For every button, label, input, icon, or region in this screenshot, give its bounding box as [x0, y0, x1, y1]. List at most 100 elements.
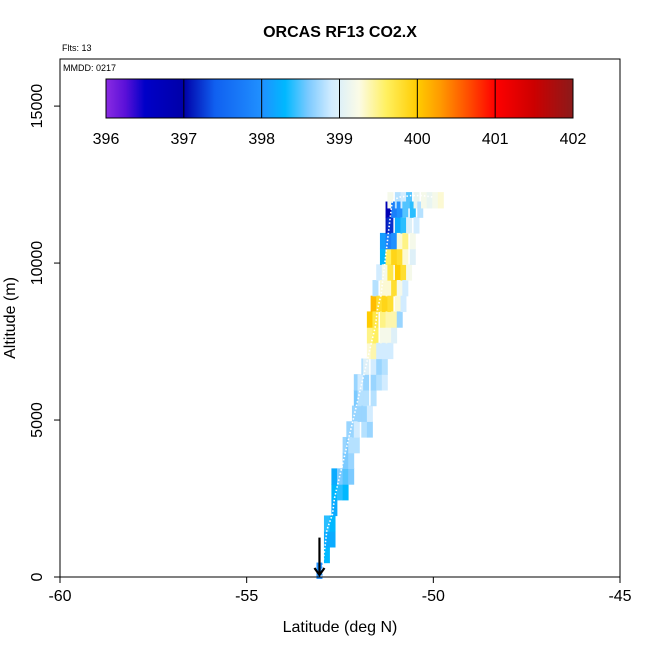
heatmap-cell [376, 358, 383, 375]
heatmap-cell [387, 217, 394, 234]
heatmap-cell [342, 436, 349, 454]
heatmap-cell [372, 327, 379, 344]
heatmap-cell [337, 484, 343, 501]
y-tick-label: 15000 [29, 84, 46, 129]
heatmap-cell [400, 192, 407, 209]
heatmap-cell [376, 295, 383, 313]
heatmap-cell [329, 515, 336, 532]
heatmap-cell [387, 264, 394, 281]
heatmap-cell [402, 280, 409, 297]
heatmap-cell [376, 264, 383, 281]
heatmap-cell [417, 201, 424, 218]
heatmap-cell [329, 531, 336, 548]
heatmap-cell [331, 484, 338, 501]
heatmap-cell [381, 374, 388, 391]
heatmap-cell [381, 358, 388, 375]
heatmap-cell [370, 389, 377, 407]
heatmap-cell [370, 374, 377, 391]
heatmap-cell [391, 280, 398, 297]
colorbar-ticks: 396 397 398 399 400 401 402 [93, 79, 586, 148]
heatmap-cell [331, 468, 338, 485]
heatmap-cell [366, 421, 373, 438]
heatmap-cell [342, 468, 349, 485]
heatmap-cell [413, 217, 420, 234]
heatmap-cell [396, 201, 403, 218]
heatmap-cell [323, 546, 330, 564]
heatmap-cell [323, 515, 330, 532]
heatmap-cell [385, 248, 392, 265]
heatmap-cell [400, 264, 407, 281]
track-line [320, 194, 434, 578]
heatmap-cell [366, 405, 373, 422]
flights-annotation: Flts: 13 [62, 43, 92, 53]
heatmap-cell [376, 374, 383, 391]
x-tick-label: -55 [235, 588, 258, 605]
colorbar-tick-label: 397 [170, 131, 197, 148]
heatmap-cell [387, 192, 394, 209]
heatmap-cell [402, 201, 409, 218]
heatmap-cell [379, 280, 386, 297]
heatmap-cell [363, 374, 370, 391]
heatmap-cell [385, 280, 392, 297]
heatmap-cell [409, 248, 416, 265]
heatmap-cell [376, 342, 383, 360]
heatmap-cell [385, 311, 392, 328]
x-tick-label: -50 [422, 588, 445, 605]
x-tick-label: -60 [48, 588, 71, 605]
heatmap-cell [391, 232, 398, 250]
heatmap-cell [357, 405, 364, 422]
colorbar-tick-label: 396 [93, 131, 120, 148]
heatmap-cell [391, 327, 398, 344]
heatmap-cell [421, 192, 427, 209]
heatmap-cell [361, 405, 368, 422]
heatmap-cell [394, 295, 401, 313]
heatmap-cell [385, 232, 392, 250]
heatmap-cell [391, 311, 398, 328]
axes: -60 -55 -50 -45 0 5000 10000 15000 [29, 84, 632, 605]
heatmap-cell [432, 192, 439, 209]
heatmap-cell [402, 232, 409, 250]
heatmap-cell [379, 327, 386, 344]
heatmap-cell [363, 358, 370, 375]
y-tick-label: 0 [29, 572, 46, 581]
y-axis-label: Altitude (m) [2, 277, 19, 359]
heatmap-cell [385, 201, 392, 218]
colorbar-tick-label: 400 [404, 131, 431, 148]
heatmap-cell [342, 452, 349, 470]
flight-track [313, 194, 434, 578]
heatmap-cell [394, 217, 401, 234]
colorbar-tick-label: 398 [248, 131, 275, 148]
heatmap-cell [353, 436, 360, 454]
heatmap-cell [351, 405, 358, 422]
heatmap-cell [372, 280, 379, 297]
heatmap-cell [370, 358, 377, 375]
heatmap-cell [400, 295, 407, 313]
colorbar-tick-label: 399 [326, 131, 353, 148]
heatmap-cell [323, 531, 330, 548]
heatmap-cell [379, 248, 386, 265]
x-axis-label: Latitude (deg N) [283, 619, 398, 636]
heatmap-cell [361, 421, 368, 438]
heatmap-cell [394, 264, 401, 281]
heatmap-cell [353, 374, 360, 391]
heatmap-cell [357, 389, 364, 407]
heatmap-cell [406, 264, 413, 281]
heatmap-cell [402, 248, 409, 265]
heatmap-cell [391, 201, 398, 218]
heatmap-cell [348, 436, 355, 454]
heatmap-cell [396, 311, 403, 328]
heatmap-cell [396, 280, 403, 297]
heatmap-cell [381, 264, 388, 281]
heatmap-cell [366, 311, 373, 328]
heatmap-cell [379, 311, 386, 328]
heatmap-cell [409, 232, 416, 250]
heatmap-cell [353, 389, 360, 407]
heatmap-cell [381, 295, 388, 313]
chart-title: ORCAS RF13 CO2.X [263, 24, 417, 41]
heatmap-cell [387, 295, 394, 313]
heatmap-cell [409, 201, 416, 218]
heatmap-cells [316, 192, 444, 579]
colorbar-tick-label: 401 [482, 131, 509, 148]
heatmap-cell [346, 421, 353, 438]
